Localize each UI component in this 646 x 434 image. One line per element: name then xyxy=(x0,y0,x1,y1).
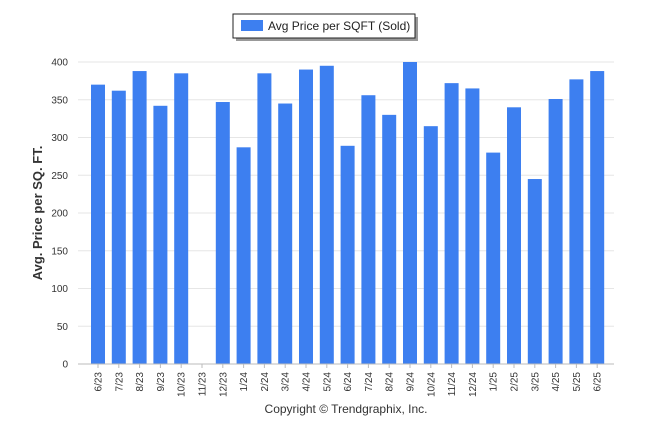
y-tick-label: 350 xyxy=(51,95,68,106)
bar[interactable] xyxy=(132,71,147,364)
y-tick-label: 150 xyxy=(51,246,68,257)
bar[interactable] xyxy=(111,90,126,364)
x-tick-label: 3/24 xyxy=(281,372,292,392)
x-tick-label: 2/25 xyxy=(510,372,521,392)
x-tick-label: 9/23 xyxy=(156,372,167,392)
x-tick-label: 8/23 xyxy=(135,372,146,392)
bar[interactable] xyxy=(382,114,397,364)
y-tick-label: 400 xyxy=(51,58,68,69)
y-tick-label: 100 xyxy=(51,284,68,295)
x-tick-label: 11/23 xyxy=(198,372,209,397)
bar[interactable] xyxy=(361,95,376,364)
x-tick-label: 5/24 xyxy=(322,372,333,392)
x-tick-label: 1/24 xyxy=(239,372,250,392)
y-tick-label: 250 xyxy=(51,171,68,182)
bar[interactable] xyxy=(403,62,417,364)
legend[interactable]: Avg Price per SQFT (Sold) xyxy=(232,13,418,41)
legend-label: Avg Price per SQFT (Sold) xyxy=(268,19,410,33)
x-tick-label: 10/24 xyxy=(426,372,437,397)
y-tick-label: 0 xyxy=(62,360,68,371)
x-tick-label: 6/24 xyxy=(343,372,354,392)
x-tick-label: 8/24 xyxy=(385,372,396,392)
bar[interactable] xyxy=(278,103,293,365)
bar[interactable] xyxy=(340,145,355,364)
bar[interactable] xyxy=(507,107,521,365)
legend-swatch xyxy=(241,20,263,31)
bar[interactable] xyxy=(569,79,584,365)
x-tick-label: 1/25 xyxy=(489,372,500,392)
bar[interactable] xyxy=(444,83,459,364)
x-tick-label: 10/23 xyxy=(177,372,188,397)
x-tick-label: 5/25 xyxy=(572,372,583,392)
x-tick-label: 6/23 xyxy=(94,372,105,392)
x-axis-ticks: 6/23 7/23 8/23 9/23 10/23 11/23 12/23 1/24 2/24 3… xyxy=(94,364,604,397)
bar[interactable] xyxy=(236,147,251,364)
bars xyxy=(91,62,605,365)
x-tick-label: 12/23 xyxy=(218,372,229,397)
bar[interactable] xyxy=(548,98,563,365)
bar[interactable] xyxy=(257,73,272,364)
x-tick-label: 6/25 xyxy=(593,372,604,392)
x-tick-label: 12/24 xyxy=(468,372,479,397)
bar[interactable] xyxy=(91,84,105,365)
bar[interactable] xyxy=(486,152,501,364)
bar[interactable] xyxy=(174,73,189,364)
y-tick-label: 50 xyxy=(57,322,69,333)
bar[interactable] xyxy=(153,105,168,364)
bar[interactable] xyxy=(465,88,480,365)
x-tick-label: 7/23 xyxy=(114,372,125,392)
x-tick-label: 7/24 xyxy=(364,372,375,392)
x-tick-label: 4/24 xyxy=(302,372,313,392)
bar[interactable] xyxy=(299,69,313,365)
y-axis-title: Avg. Price per SQ. FT. xyxy=(30,146,45,281)
x-tick-label: 2/24 xyxy=(260,372,271,392)
legend-box xyxy=(232,13,416,39)
bar[interactable] xyxy=(215,102,230,364)
copyright-footer: Copyright © Trendgraphix, Inc. xyxy=(265,402,428,416)
x-tick-label: 3/25 xyxy=(530,372,541,392)
y-tick-label: 200 xyxy=(51,209,68,220)
bar[interactable] xyxy=(423,126,438,364)
x-tick-label: 4/25 xyxy=(551,372,562,392)
x-tick-label: 9/24 xyxy=(406,372,417,392)
x-tick-label: 11/24 xyxy=(447,372,458,397)
y-tick-label: 300 xyxy=(51,133,68,144)
bar[interactable] xyxy=(319,65,334,365)
y-axis-ticks: 0 50 100 150 200 250 300 350 400 xyxy=(51,58,68,371)
bar[interactable] xyxy=(527,179,542,364)
bar[interactable] xyxy=(590,71,605,364)
